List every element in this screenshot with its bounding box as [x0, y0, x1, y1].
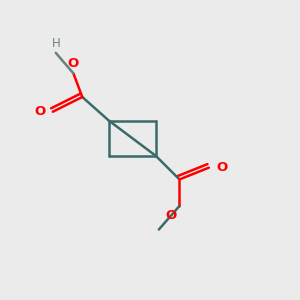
Text: O: O: [216, 161, 227, 174]
Text: H: H: [51, 37, 60, 50]
Text: O: O: [68, 58, 79, 70]
Text: O: O: [34, 105, 46, 118]
Text: O: O: [165, 209, 176, 222]
